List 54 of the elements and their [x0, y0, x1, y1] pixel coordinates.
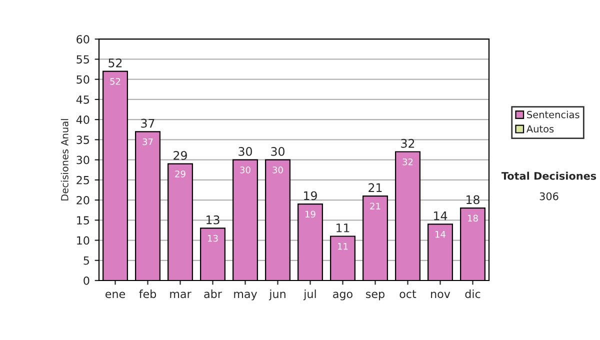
x-tick-label: dic: [465, 290, 480, 298]
data-label: 52: [110, 78, 120, 85]
x-tick-label: sep: [366, 292, 384, 300]
y-axis-title: Decisiones Anual: [60, 119, 68, 200]
data-label: 18: [468, 214, 478, 222]
x-tick-label: mar: [170, 292, 192, 298]
total-label: 19: [304, 191, 317, 200]
x-tick-label: abr: [204, 290, 222, 298]
y-tick-label: 50: [76, 75, 90, 84]
x-tick-label: may: [234, 292, 258, 300]
y-tick-label: 20: [76, 196, 90, 204]
y-tick-label: 60: [76, 35, 90, 44]
data-label: 14: [436, 230, 446, 238]
legend-label: Sentencias: [527, 110, 580, 118]
total-label: 14: [434, 212, 448, 220]
y-tick-label: 40: [76, 116, 90, 124]
data-label: 11: [338, 243, 348, 250]
y-tick-label: 10: [77, 236, 90, 245]
y-tick-label: 55: [76, 55, 89, 64]
total-label: 29: [174, 150, 187, 160]
total-label: 13: [206, 215, 220, 224]
y-tick-label: 35: [76, 136, 89, 144]
total-label: 37: [141, 118, 154, 128]
text: 306: [540, 192, 558, 200]
total-label: 30: [238, 146, 252, 156]
text: Total Decisiones: [501, 172, 596, 180]
total-label: 21: [368, 183, 382, 192]
data-label: 30: [240, 166, 250, 174]
y-tick-label: 25: [76, 176, 89, 184]
x-tick-label: jun: [268, 290, 286, 300]
y-tick-label: 30: [76, 156, 90, 164]
y-tick-label: 5: [84, 256, 89, 265]
total-label: 32: [401, 138, 414, 148]
total-label: 30: [271, 146, 284, 156]
data-label: 37: [142, 138, 153, 146]
data-label: 29: [175, 170, 186, 178]
total-label: 52: [108, 58, 122, 68]
y-tick-label: 0: [84, 276, 90, 285]
data-label: 19: [306, 210, 316, 218]
y-tick-label: 45: [76, 96, 89, 104]
data-label: 21: [370, 202, 380, 210]
x-tick-label: jul: [303, 290, 316, 300]
data-label: 13: [208, 234, 218, 242]
y-tick-label: 15: [77, 216, 89, 225]
x-tick-label: feb: [139, 290, 156, 298]
x-tick-label: oct: [400, 290, 416, 298]
x-tick-label: nov: [431, 292, 450, 298]
total-label: 11: [336, 224, 350, 232]
x-tick-label: ago: [333, 292, 352, 300]
total-label: 18: [466, 195, 480, 204]
x-tick-label: ene: [106, 292, 126, 298]
data-label: 32: [402, 158, 413, 166]
legend-label: Autos: [526, 125, 554, 133]
data-label: 30: [272, 166, 283, 174]
